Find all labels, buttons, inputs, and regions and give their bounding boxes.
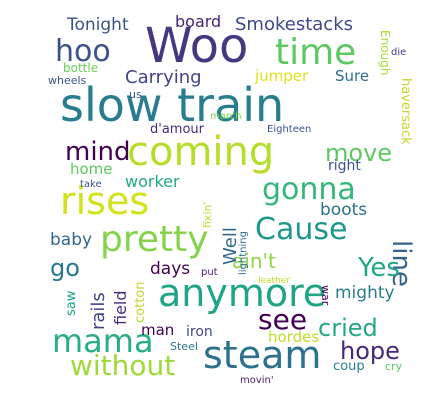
word: pretty	[100, 219, 209, 260]
word: Smokestacks	[235, 14, 353, 35]
word: mind	[65, 137, 131, 167]
word: hope	[340, 337, 400, 365]
word: leather	[258, 276, 290, 286]
word: Yes	[357, 253, 400, 283]
word: move	[325, 139, 392, 167]
word: mighty	[335, 283, 395, 303]
word: wheels	[48, 74, 87, 87]
word: see	[258, 303, 307, 336]
word: war	[319, 285, 332, 306]
word: slow train	[60, 78, 284, 132]
word: saw	[64, 290, 79, 316]
word: d'amour	[150, 122, 205, 137]
word: time	[275, 32, 356, 73]
word: Well	[220, 227, 241, 265]
word: coup	[333, 359, 365, 374]
word: die	[391, 47, 406, 58]
word: home	[70, 160, 113, 178]
word: Woo	[145, 18, 248, 74]
word: go	[50, 254, 80, 282]
word: gonna	[262, 172, 356, 207]
word: movin'	[240, 375, 274, 386]
word: without	[70, 349, 175, 382]
word: steam	[203, 333, 321, 377]
word: Carrying	[125, 67, 202, 88]
word: us	[129, 88, 142, 101]
word: baby	[50, 230, 92, 250]
word: Cause	[255, 212, 347, 247]
word: anymore	[158, 271, 326, 315]
word: bottle	[63, 61, 98, 75]
word: boots	[320, 200, 367, 220]
word: march	[210, 111, 242, 122]
word: Eighteen	[267, 124, 311, 135]
word: cry	[385, 360, 403, 373]
word: iron	[186, 324, 213, 340]
word: man	[141, 321, 174, 339]
word: days	[150, 259, 190, 279]
word: rails	[88, 292, 109, 330]
word: cotton	[133, 282, 148, 324]
word: rises	[60, 179, 149, 223]
word: Enough	[378, 30, 392, 75]
word: right	[328, 158, 361, 174]
word: worker	[125, 172, 180, 191]
word: board	[175, 12, 221, 31]
word: coming	[127, 129, 274, 175]
word: lightning	[238, 231, 249, 275]
word: mama	[52, 322, 154, 360]
word: haversack	[398, 78, 413, 145]
word: Tonight	[66, 15, 129, 35]
word: fixin'	[201, 202, 214, 229]
word: hoo	[55, 34, 111, 69]
word: hordes	[268, 328, 319, 346]
word: field	[111, 290, 130, 325]
word: Sure	[335, 67, 369, 85]
word: jumper	[254, 67, 309, 85]
word: ain't	[232, 249, 276, 273]
word: cried	[318, 314, 378, 342]
word: take	[80, 179, 102, 190]
word: put	[201, 267, 218, 278]
word: line	[386, 240, 416, 287]
word: Steel	[170, 340, 198, 353]
